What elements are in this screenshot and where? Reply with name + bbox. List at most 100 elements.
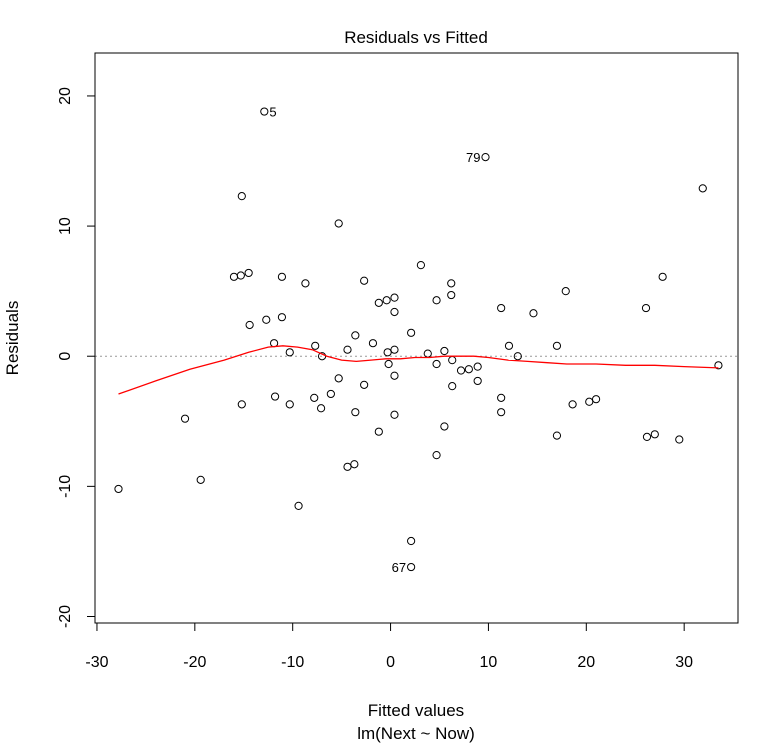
data-point bbox=[114, 484, 123, 494]
data-point bbox=[311, 341, 320, 350]
data-point bbox=[334, 374, 343, 383]
data-point bbox=[360, 380, 369, 389]
data-point bbox=[382, 296, 391, 305]
data-point bbox=[440, 346, 449, 356]
data-point bbox=[374, 298, 383, 307]
point-annotations: 5 79 67 bbox=[269, 105, 480, 575]
y-axis: -20 -10 0 10 20 bbox=[57, 87, 96, 628]
data-point bbox=[326, 389, 335, 399]
data-point bbox=[423, 349, 432, 358]
y-tick-label: 20 bbox=[57, 87, 74, 105]
data-point bbox=[229, 272, 239, 281]
data-point bbox=[675, 435, 684, 444]
data-point bbox=[585, 397, 594, 406]
data-point bbox=[351, 408, 360, 417]
data-point bbox=[473, 376, 482, 386]
data-point bbox=[316, 404, 326, 413]
data-point bbox=[262, 315, 271, 324]
data-points bbox=[114, 107, 723, 572]
x-tick-label: 20 bbox=[577, 654, 595, 671]
data-point bbox=[448, 382, 457, 391]
point-annotation: 67 bbox=[392, 560, 406, 575]
y-tick-label: 0 bbox=[57, 352, 74, 361]
data-point bbox=[642, 432, 652, 442]
data-point bbox=[277, 272, 287, 281]
data-point bbox=[350, 460, 359, 469]
data-point bbox=[390, 410, 399, 419]
x-tick-label: -30 bbox=[85, 654, 108, 671]
y-tick-label: -20 bbox=[57, 605, 74, 628]
point-annotation: 5 bbox=[269, 105, 276, 120]
chart-title: Residuals vs Fitted bbox=[344, 28, 488, 47]
x-tick-label: 30 bbox=[675, 654, 693, 671]
data-point bbox=[374, 427, 383, 436]
data-point bbox=[529, 309, 538, 318]
data-point bbox=[351, 331, 360, 340]
data-point bbox=[277, 313, 287, 322]
data-point bbox=[447, 290, 456, 300]
data-point bbox=[285, 400, 294, 409]
data-point bbox=[432, 451, 441, 460]
data-point bbox=[360, 276, 369, 285]
y-tick-label: 10 bbox=[57, 217, 74, 235]
x-tick-label: 10 bbox=[480, 654, 498, 671]
data-point bbox=[237, 400, 246, 409]
data-point bbox=[568, 400, 577, 409]
y-axis-label: Residuals bbox=[3, 301, 22, 376]
x-tick-label: -20 bbox=[183, 654, 206, 671]
data-point bbox=[245, 320, 254, 330]
data-point bbox=[481, 153, 490, 162]
plot-frame bbox=[94, 52, 739, 624]
data-point bbox=[432, 296, 441, 305]
data-point bbox=[416, 261, 426, 270]
data-point bbox=[196, 475, 205, 484]
x-tick-label: -10 bbox=[281, 654, 304, 671]
data-point bbox=[448, 356, 457, 365]
data-point bbox=[294, 501, 303, 510]
data-point bbox=[714, 361, 723, 370]
y-tick-label: -10 bbox=[57, 475, 74, 498]
smooth-line-path bbox=[118, 345, 719, 395]
data-point bbox=[473, 362, 482, 371]
data-point bbox=[334, 219, 343, 228]
data-point bbox=[407, 562, 416, 572]
data-point bbox=[390, 293, 399, 302]
data-point bbox=[497, 408, 506, 417]
smooth-line bbox=[118, 345, 719, 395]
data-point bbox=[236, 271, 245, 280]
data-point bbox=[285, 348, 294, 357]
data-point bbox=[407, 536, 416, 546]
point-annotation: 79 bbox=[466, 150, 480, 165]
x-axis: -30 -20 -10 0 10 20 30 bbox=[85, 622, 693, 671]
x-tick-label: 0 bbox=[386, 654, 395, 671]
x-axis-label: Fitted values bbox=[368, 701, 464, 720]
data-point bbox=[237, 192, 246, 201]
data-point bbox=[343, 462, 352, 471]
data-point bbox=[310, 393, 319, 402]
data-point bbox=[440, 422, 449, 431]
data-point bbox=[260, 107, 269, 116]
data-point bbox=[497, 393, 506, 402]
data-point bbox=[390, 371, 399, 380]
data-point bbox=[650, 430, 659, 439]
data-point bbox=[641, 303, 651, 313]
data-point bbox=[270, 392, 280, 401]
data-point bbox=[407, 328, 416, 337]
data-point bbox=[343, 345, 352, 354]
data-point bbox=[384, 359, 393, 369]
data-point bbox=[504, 341, 514, 350]
data-point bbox=[698, 184, 707, 193]
data-point bbox=[497, 303, 506, 313]
data-point bbox=[390, 345, 399, 354]
data-point bbox=[383, 348, 392, 357]
data-point bbox=[456, 366, 466, 375]
data-point bbox=[464, 365, 473, 374]
data-point bbox=[552, 341, 562, 350]
data-point bbox=[561, 287, 570, 296]
data-point bbox=[390, 307, 399, 317]
data-point bbox=[513, 352, 522, 361]
data-point bbox=[591, 395, 601, 404]
data-point bbox=[301, 279, 310, 288]
data-point bbox=[244, 268, 253, 278]
